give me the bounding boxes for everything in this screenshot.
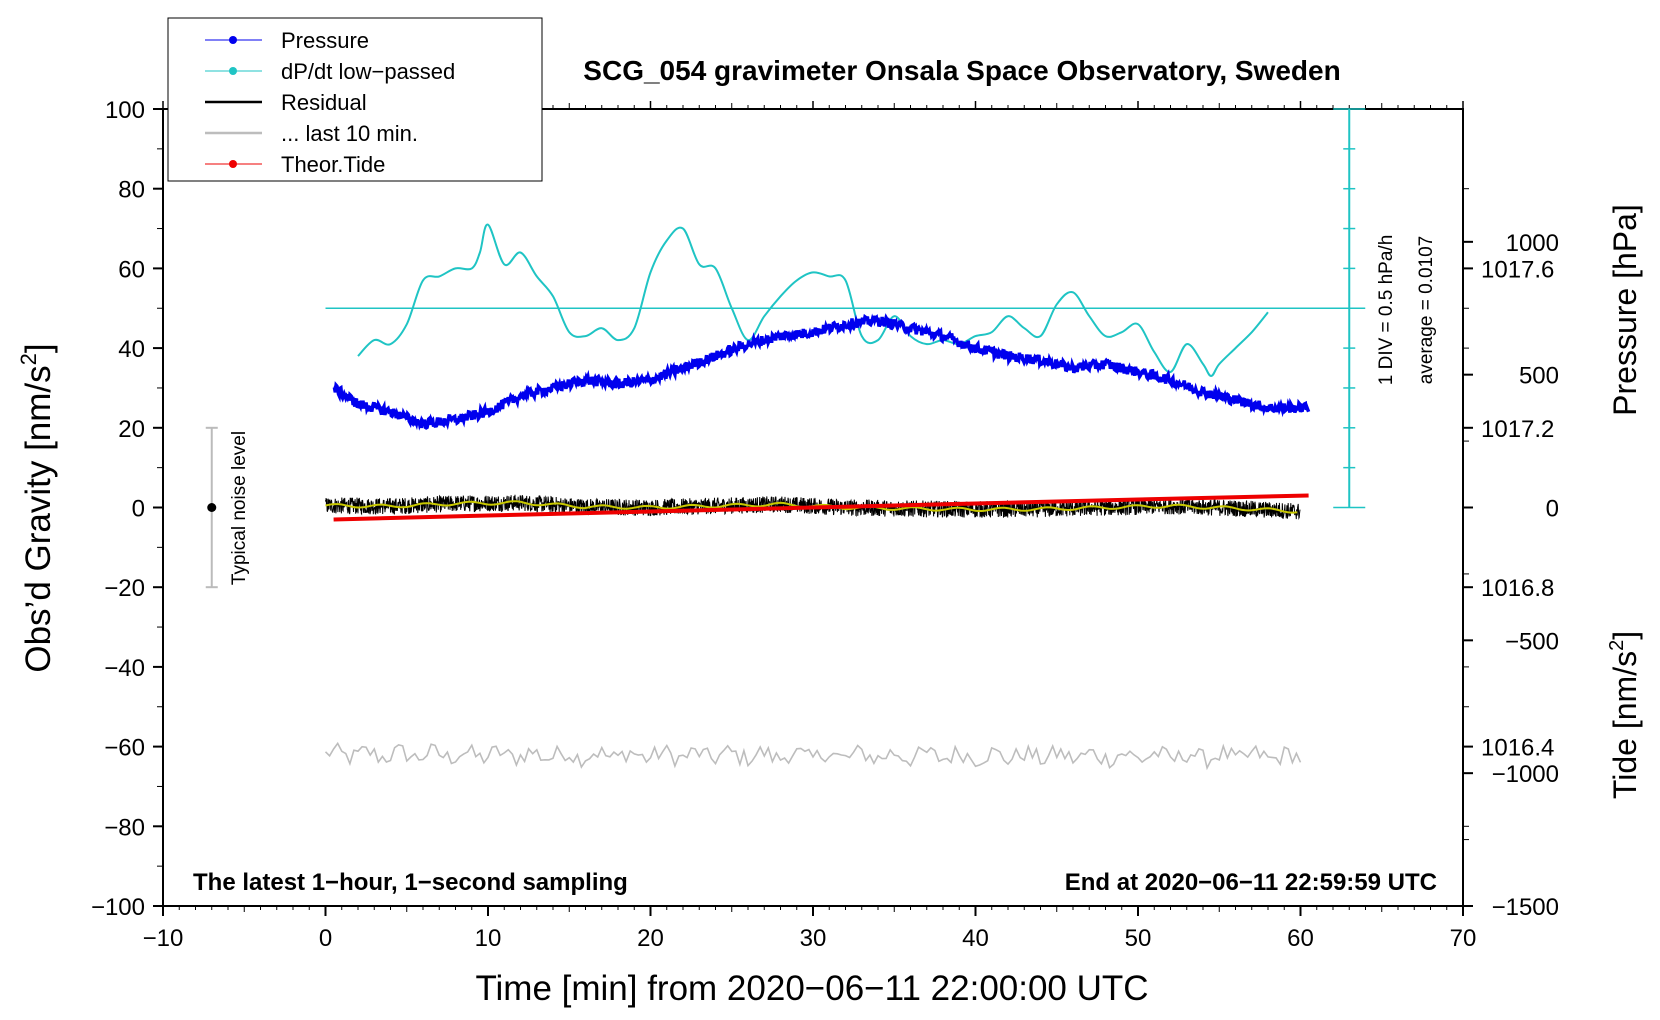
y-axis-left: 100 80 60 40 20 0 −20 −40 −60 −80 −100 xyxy=(91,97,163,921)
legend-label: Pressure xyxy=(281,28,369,53)
legend-marker xyxy=(229,67,237,75)
y-axis-right-pressure: 1017.6 1017.2 1016.8 1016.4 xyxy=(1463,188,1554,827)
noise-bar-center xyxy=(207,503,217,512)
noise-level-label: Typical noise level xyxy=(229,431,250,585)
series-pressure xyxy=(332,313,1311,431)
y-tick-label: −40 xyxy=(104,655,145,682)
y-tick-label: 20 xyxy=(118,416,145,443)
series-theor-tide xyxy=(333,493,1309,522)
pressure-tick-label: 1017.2 xyxy=(1481,416,1554,443)
x-tick-label: 10 xyxy=(475,925,502,952)
tide-tick-label: −1000 xyxy=(1492,761,1559,788)
legend-marker xyxy=(229,160,237,168)
legend-box xyxy=(167,17,543,182)
y-axis-right-pressure-label: Pressure [hPa] xyxy=(1607,204,1643,416)
tide-tick-label: −500 xyxy=(1505,628,1559,655)
tide-tick-label: 1000 xyxy=(1506,230,1559,257)
tide-tick-label: −1500 xyxy=(1492,894,1559,921)
x-tick-label: 50 xyxy=(1125,925,1152,952)
y-tick-label: 100 xyxy=(105,97,145,124)
x-tick-label: 40 xyxy=(962,925,989,952)
y-tick-label: −20 xyxy=(104,575,145,602)
y-axis-right-tide: 1000 500 0 −500 −1000 −1500 xyxy=(1463,230,1559,921)
x-tick-label: 20 xyxy=(637,925,664,952)
legend: Pressure dP/dt low−passed Residual ... last… xyxy=(167,17,543,182)
y-tick-label: −80 xyxy=(104,814,145,841)
legend-marker xyxy=(229,36,237,44)
legend-item: Pressure xyxy=(205,28,369,53)
y-tick-label: −60 xyxy=(104,735,145,762)
legend-label: ... last 10 min. xyxy=(281,121,418,146)
annotation-end-time: End at 2020−06−11 22:59:59 UTC xyxy=(1065,869,1437,896)
legend-item: dP/dt low−passed xyxy=(205,59,455,84)
y-axis-left-label: Obs’d Gravity [nm/s2] xyxy=(16,343,58,672)
x-tick-label: 0 xyxy=(319,925,332,952)
y-tick-label: −100 xyxy=(91,894,145,921)
dpdt-scale-bar xyxy=(325,108,1366,509)
legend-item: ... last 10 min. xyxy=(205,121,418,146)
pressure-tick-label: 1016.8 xyxy=(1481,575,1554,602)
pressure-tick-label: 1016.4 xyxy=(1481,735,1554,762)
x-tick-label: −10 xyxy=(143,925,184,952)
pressure-tick-label: 1017.6 xyxy=(1481,256,1554,283)
legend-item: Residual xyxy=(205,90,367,115)
x-axis-label: Time [min] from 2020−06−11 22:00:00 UTC xyxy=(475,969,1148,1008)
annotation-sampling: The latest 1−hour, 1−second sampling xyxy=(193,869,628,896)
y-tick-label: 80 xyxy=(118,177,145,204)
x-tick-label: 70 xyxy=(1450,925,1477,952)
x-axis: −10 0 10 20 30 40 50 60 70 xyxy=(143,101,1477,952)
y-tick-label: 60 xyxy=(118,256,145,283)
legend-label: Residual xyxy=(281,90,367,115)
tide-tick-label: 500 xyxy=(1519,363,1559,390)
series-last-10-min xyxy=(324,741,1302,771)
chart-title: SCG_054 gravimeter Onsala Space Observat… xyxy=(583,55,1340,86)
noise-level-bar xyxy=(205,426,218,589)
dpdt-average-label: average = 0.0107 xyxy=(1416,236,1437,384)
y-tick-label: 40 xyxy=(118,336,145,363)
x-tick-label: 60 xyxy=(1287,925,1314,952)
series-group xyxy=(324,223,1311,771)
series-dpdt-lowpassed xyxy=(357,223,1269,378)
dpdt-div-label: 1 DIV = 0.5 hPa/h xyxy=(1376,235,1397,386)
legend-label: Theor.Tide xyxy=(281,152,385,177)
tide-tick-label: 0 xyxy=(1546,496,1559,523)
x-tick-label: 30 xyxy=(800,925,827,952)
legend-item: Theor.Tide xyxy=(205,152,385,177)
y-tick-label: 0 xyxy=(132,496,145,523)
y-axis-right-tide-label: Tide [nm/s2] xyxy=(1606,631,1643,799)
legend-label: dP/dt low−passed xyxy=(281,59,455,84)
